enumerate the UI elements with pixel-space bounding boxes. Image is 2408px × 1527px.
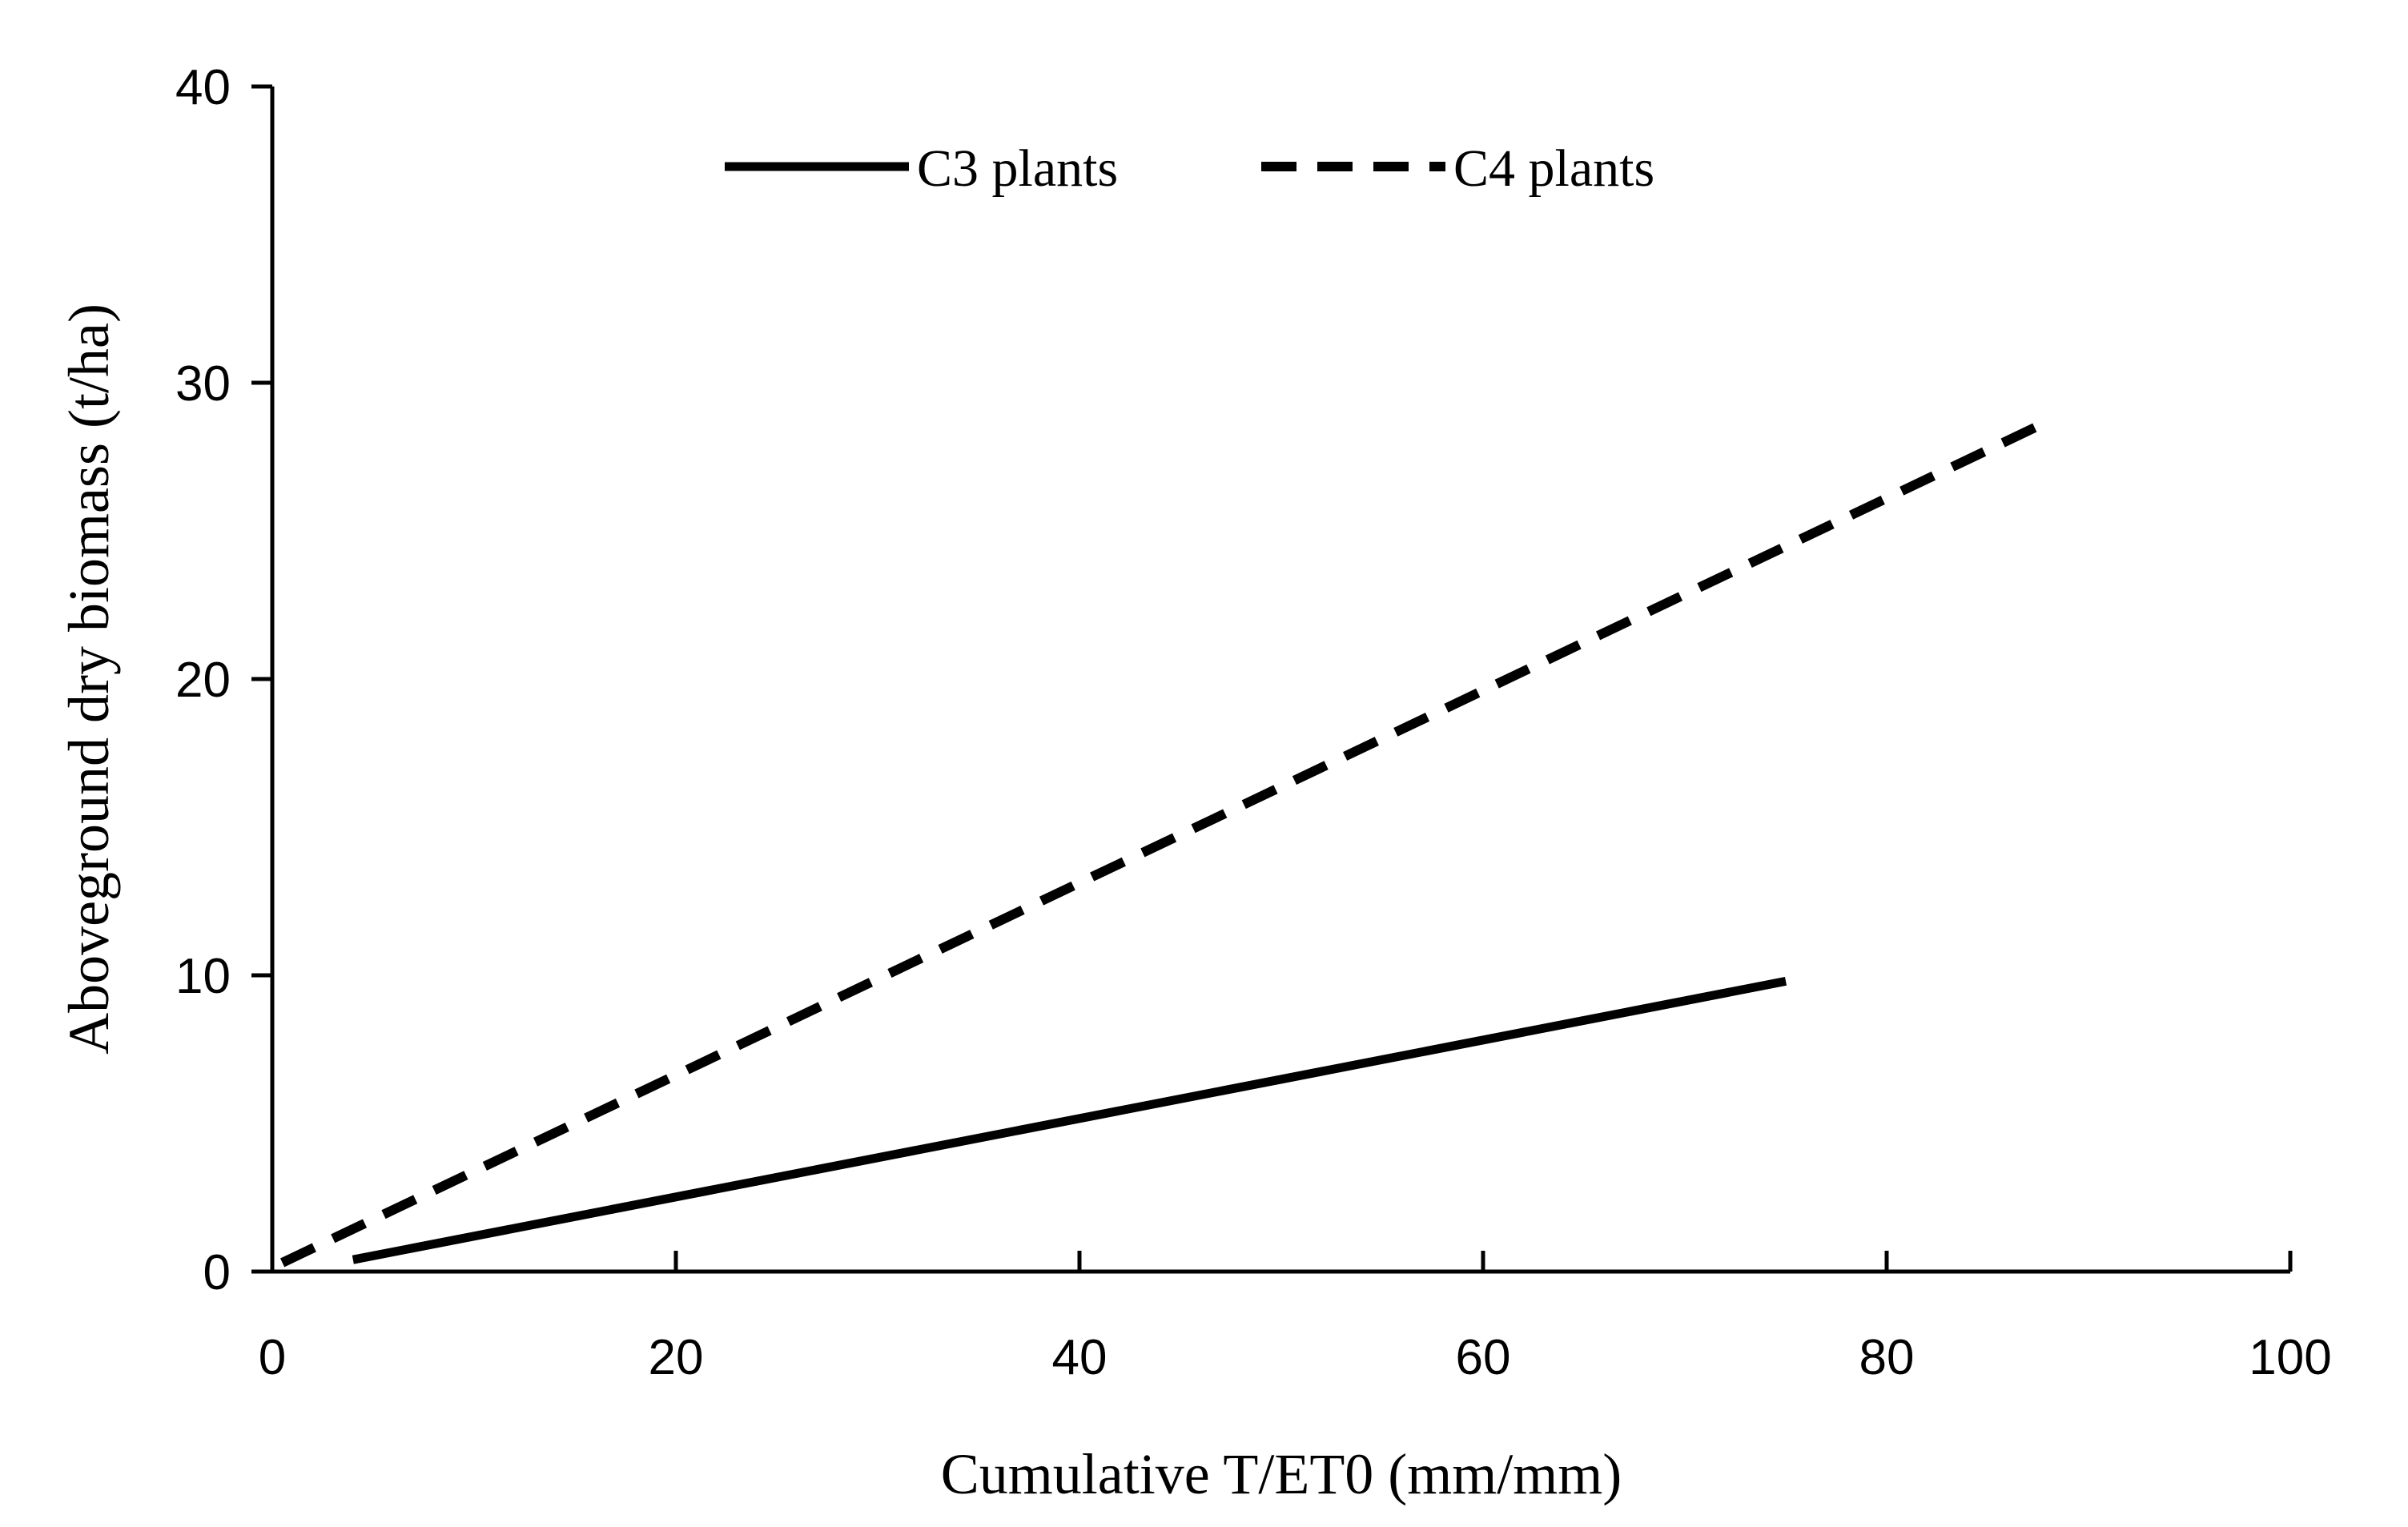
x-tick-label: 40 [1052, 1330, 1108, 1385]
legend: C3 plants C4 plants [725, 139, 1654, 198]
ticks: 0 10 20 30 40 0 20 40 60 80 100 [175, 60, 2332, 1385]
y-tick-label: 20 [175, 653, 231, 708]
x-tick-label: 0 [259, 1330, 286, 1385]
x-tick-label: 60 [1456, 1330, 1511, 1385]
legend-label-c4-plants: C4 plants [1453, 139, 1654, 198]
series-line-c4-plants [280, 416, 2051, 1268]
y-tick-label: 30 [175, 356, 231, 412]
x-axis-title: Cumulative T/ET0 (mm/mm) [941, 1442, 1622, 1506]
axes [270, 86, 2290, 1274]
series-lines [280, 416, 2051, 1268]
y-tick-label: 40 [175, 60, 231, 115]
legend-label-c3-plants: C3 plants [917, 139, 1118, 198]
series-line-c3-plants [352, 977, 1787, 1264]
y-tick-label: 10 [175, 949, 231, 1004]
x-tick-label: 100 [2249, 1330, 2331, 1385]
x-tick-label: 20 [649, 1330, 704, 1385]
y-axis-title: Aboveground dry biomass (t/ha) [57, 303, 121, 1055]
x-tick-label: 80 [1859, 1330, 1915, 1385]
y-tick-label: 0 [203, 1245, 231, 1300]
